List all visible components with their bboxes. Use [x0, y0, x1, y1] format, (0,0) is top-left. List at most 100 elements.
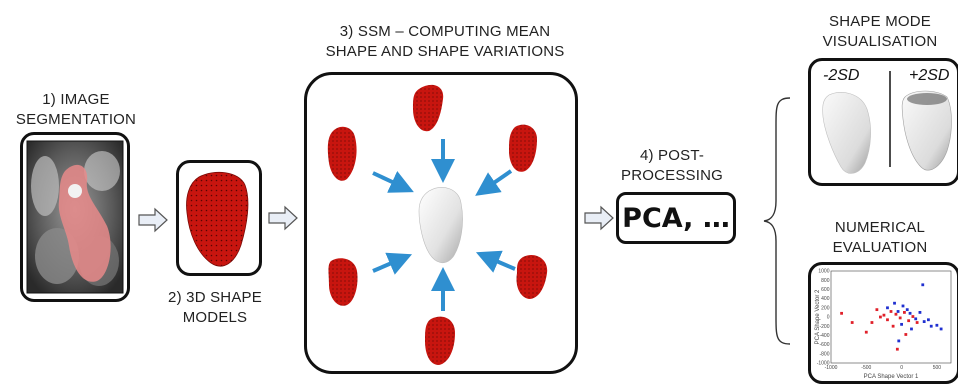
scatter-plot: PCA Shape Vector 1 PCA Shape Vector 2 -1… [815, 269, 952, 380]
step2-title-line1: 2) 3D SHAPE [168, 289, 262, 306]
x-tick-label: 500 [933, 365, 942, 371]
red-mesh-shape [186, 171, 249, 267]
red-point [840, 311, 843, 315]
arrow-bottom-right [475, 250, 516, 273]
red-point [898, 316, 902, 320]
red-point [879, 315, 882, 319]
shape-instance-top-left [327, 126, 357, 181]
blue-point [896, 310, 900, 313]
red-point [894, 312, 898, 316]
step1-title: 1) IMAGE SEGMENTATION [2, 90, 150, 130]
red-point [886, 318, 889, 322]
blue-point [929, 324, 933, 328]
step4-title: 4) POST- PROCESSING [608, 146, 736, 186]
x-tick-label: -500 [861, 365, 871, 371]
step1-title-line2: SEGMENTATION [15, 111, 137, 128]
blue-point [935, 323, 939, 327]
ssm-panel [304, 72, 578, 374]
blue-point [893, 301, 896, 305]
y-axis-label: PCA Shape Vector 2 [815, 289, 821, 344]
shape-instance-top [413, 84, 444, 132]
blue-point [914, 317, 918, 321]
numerical-title: NUMERICAL EVALUATION [800, 218, 958, 258]
red-point [875, 308, 879, 312]
flow-arrow-2 [268, 205, 298, 231]
shape-mode-title-line2: VISUALISATION [822, 33, 938, 50]
red-point [915, 321, 919, 324]
flow-arrow-3 [584, 205, 614, 231]
plus-2sd-shape [901, 90, 952, 171]
red-point [895, 347, 899, 351]
red-point [889, 310, 893, 313]
shape-instance-top-right [509, 124, 537, 172]
ct-scan-image [26, 140, 124, 294]
minus-2sd-shape [822, 92, 871, 174]
blue-point [939, 327, 943, 331]
blue-point [921, 283, 925, 287]
step3-title-line2: SHAPE AND SHAPE VARIATIONS [325, 43, 565, 60]
red-point [882, 313, 886, 317]
y-tick-label: -800 [819, 351, 829, 357]
x-tick-label: 0 [900, 365, 903, 371]
y-tick-label: -600 [819, 342, 829, 348]
y-tick-label: -1000 [817, 361, 830, 367]
step1-title-line1: 1) IMAGE [42, 91, 110, 108]
shape-mode-title: SHAPE MODE VISUALISATION [800, 12, 958, 52]
curly-brace [763, 97, 791, 345]
arrow-bottom-left [372, 252, 413, 275]
red-point [891, 324, 895, 328]
red-point [903, 311, 906, 314]
shape-instance-bottom-right [516, 254, 548, 299]
y-tick-label: -200 [819, 324, 829, 330]
pca-label: PCA, … [622, 203, 730, 234]
shape-instance-bottom-left [328, 258, 358, 306]
blue-point [886, 306, 889, 310]
numerical-title-line2: EVALUATION [832, 239, 928, 256]
numerical-panel: PCA Shape Vector 1 PCA Shape Vector 2 -1… [808, 262, 958, 384]
blue-point [927, 318, 930, 322]
y-tick-label: 1000 [818, 269, 829, 275]
scatter-points [840, 283, 943, 351]
shape-mode-title-line1: SHAPE MODE [828, 13, 932, 30]
x-axis-label: PCA Shape Vector 1 [864, 374, 919, 380]
x-tick-label: -1000 [825, 365, 838, 371]
blue-point [897, 339, 901, 343]
red-point [904, 333, 908, 336]
step3-title: 3) SSM – COMPUTING MEAN SHAPE AND SHAPE … [290, 22, 600, 62]
pca-panel: PCA, … [616, 192, 736, 244]
blue-point [900, 322, 903, 326]
minus-2sd-label: -2SD [823, 67, 860, 84]
blue-point [910, 327, 913, 331]
y-ticks: 1000 800 600 400 200 0 -200 -400 -600 -800 -1000 [817, 269, 830, 367]
red-point [850, 321, 854, 324]
shape-instance-bottom [425, 316, 455, 365]
y-tick-label: 200 [821, 305, 830, 311]
step2-title: 2) 3D SHAPE MODELS [150, 288, 280, 328]
arrow-top-left [372, 171, 414, 193]
arrow-top-right [475, 169, 513, 196]
x-ticks: -1000 -500 0 500 [825, 365, 942, 371]
flow-arrow-1 [138, 207, 168, 233]
blue-point [905, 308, 909, 312]
red-point [864, 330, 868, 334]
red-point [907, 319, 911, 323]
red-point [911, 315, 915, 318]
plot-area [830, 270, 952, 364]
shape-mode-divider [889, 71, 891, 167]
y-tick-label: 600 [821, 287, 830, 293]
mean-shape [418, 187, 463, 264]
ssm-diagram [327, 84, 548, 365]
step4-title-line1: 4) POST- [639, 147, 705, 164]
red-point [870, 321, 874, 324]
shape-model-panel [176, 160, 262, 276]
y-tick-label: -400 [819, 333, 829, 339]
y-tick-label: 800 [821, 278, 830, 284]
blue-point [901, 304, 905, 308]
y-tick-label: 0 [827, 315, 830, 321]
numerical-title-line1: NUMERICAL [834, 219, 926, 236]
blue-point [922, 320, 926, 323]
step2-title-line2: MODELS [182, 309, 248, 326]
blue-point [908, 311, 912, 315]
step3-title-line1: 3) SSM – COMPUTING MEAN [339, 23, 551, 40]
blue-point [918, 311, 922, 314]
